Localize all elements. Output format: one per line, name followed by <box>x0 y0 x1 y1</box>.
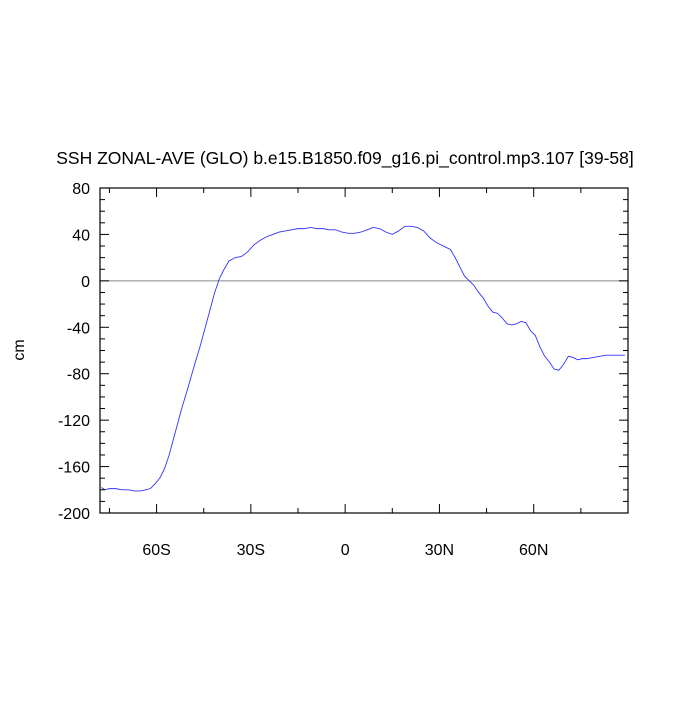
y-tick-label: -120 <box>58 413 90 430</box>
y-tick-label: -200 <box>58 506 90 523</box>
x-tick-label: 60N <box>519 542 548 559</box>
y-tick-label: 40 <box>72 227 90 244</box>
series-line-0 <box>101 225 625 492</box>
y-axis-label: cm <box>11 339 28 360</box>
x-tick-label: 30N <box>425 542 454 559</box>
x-tick-label: 60S <box>142 542 170 559</box>
x-tick-label: 0 <box>341 542 350 559</box>
y-tick-label: -40 <box>67 320 90 337</box>
x-tick-label: 30S <box>237 542 265 559</box>
chart-title: SSH ZONAL-AVE (GLO) b.e15.B1850.f09_g16.… <box>56 148 634 169</box>
y-tick-label: -160 <box>58 460 90 477</box>
y-tick-label: 80 <box>72 181 90 198</box>
y-tick-label: -80 <box>67 367 90 384</box>
y-tick-label: 0 <box>81 274 90 291</box>
plot-layer: 80 40 0 -40 -80 -120 -160 -200 60S 30S 0 30N 60N <box>58 181 629 559</box>
